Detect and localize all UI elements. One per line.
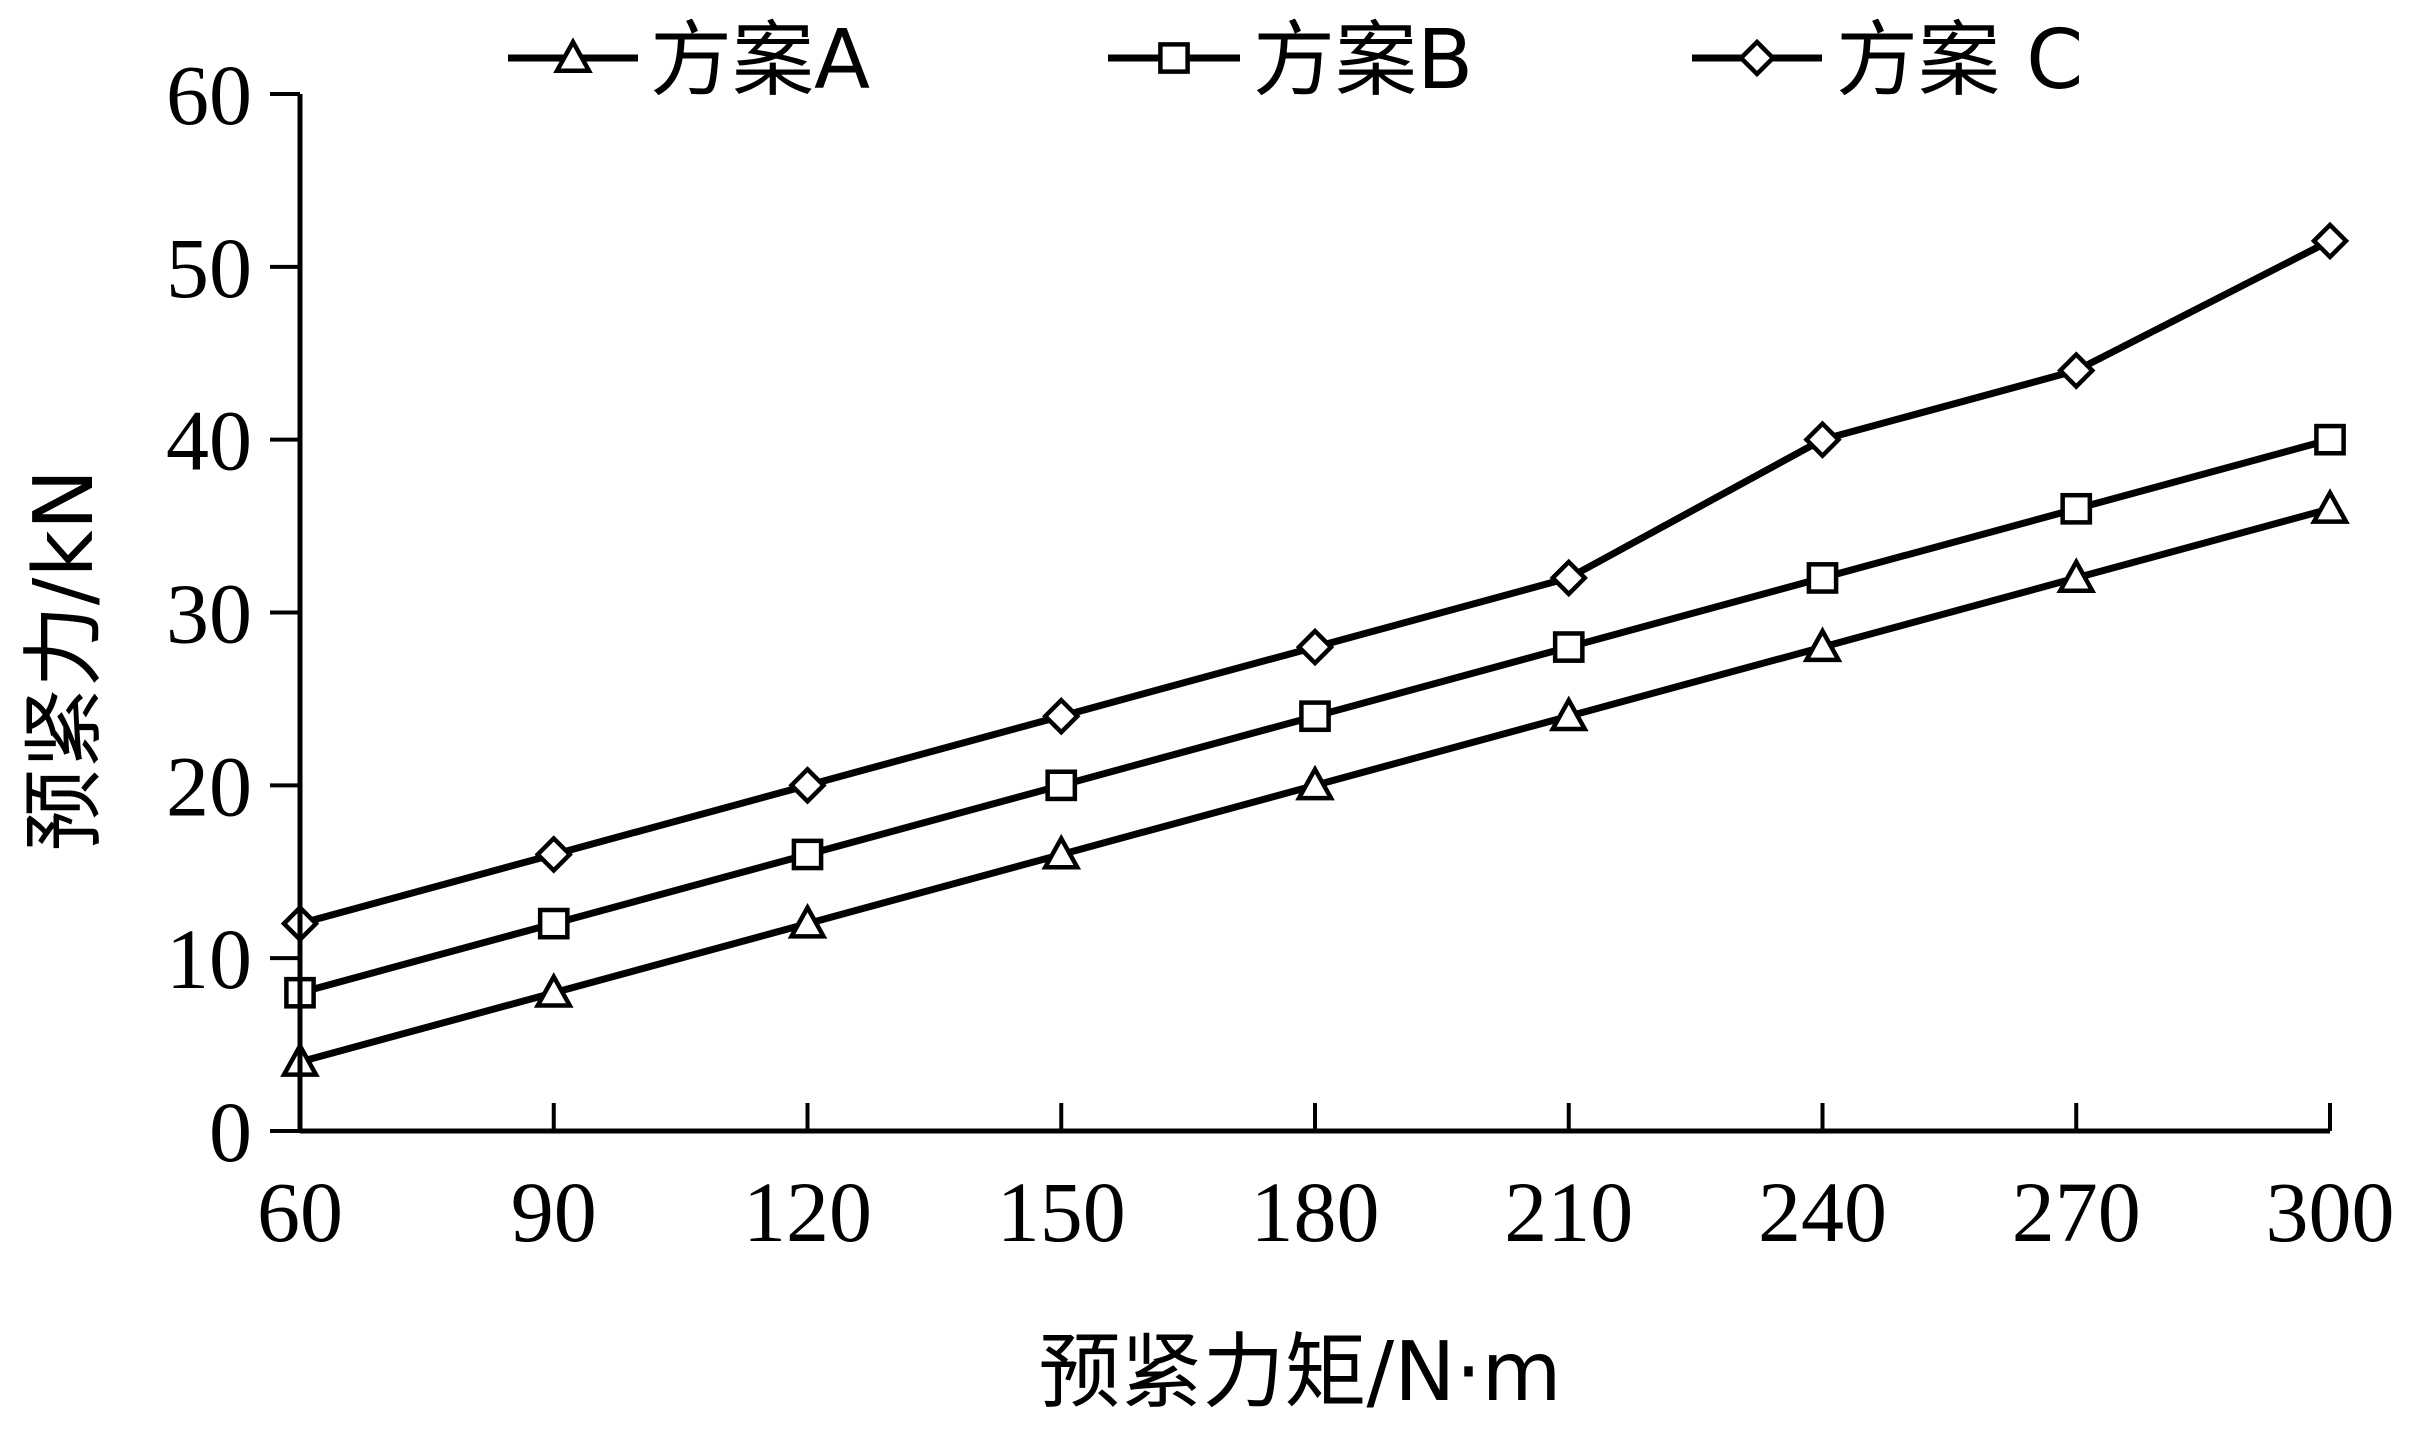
- legend-item-diamond: 方案 C: [1692, 13, 2083, 108]
- legend-item-square: 方案B: [1108, 13, 1473, 108]
- data-point-diamond: [1549, 558, 1588, 598]
- legend-label: 方案B: [1253, 13, 1473, 108]
- data-point-diamond: [788, 766, 827, 805]
- data-point-square: [1552, 631, 1585, 663]
- legend-marker-triangle: [553, 37, 593, 74]
- x-tick-label: 300: [2266, 1164, 2395, 1260]
- data-point-square: [1045, 769, 1078, 802]
- data-point-triangle: [1041, 833, 1082, 870]
- y-tick-label: 50: [166, 220, 252, 316]
- y-tick-label: 30: [166, 566, 252, 662]
- data-point-square: [1299, 700, 1331, 733]
- series-layer: [280, 221, 2350, 1077]
- data-point-diamond: [534, 835, 573, 874]
- legend: 方案A 方案B 方案 C: [508, 13, 2083, 108]
- series-triangle: [280, 488, 2350, 1077]
- data-point-diamond: [1042, 697, 1081, 736]
- x-tick-label: 90: [511, 1164, 597, 1260]
- y-tick-label: 10: [166, 911, 252, 1007]
- legend-marker-diamond: [1737, 38, 1777, 78]
- data-point-square: [2314, 423, 2346, 456]
- y-tick-label: 40: [166, 393, 252, 489]
- data-point-triangle: [787, 902, 828, 939]
- x-tick-label: 180: [1251, 1164, 1380, 1260]
- data-point-diamond: [2310, 221, 2350, 261]
- data-point-triangle: [1548, 695, 1589, 732]
- data-point-diamond: [1295, 627, 1335, 667]
- data-point-square: [791, 838, 824, 871]
- y-tick-label: 0: [209, 1084, 252, 1180]
- data-point-square: [1806, 562, 1839, 594]
- x-tick-label: 60: [257, 1164, 343, 1260]
- legend-label: 方案 C: [1836, 13, 2083, 108]
- data-point-diamond: [1803, 420, 1842, 459]
- data-point-triangle: [2056, 557, 2097, 593]
- series-line-diamond: [299, 237, 2332, 927]
- data-point-triangle: [1295, 764, 1335, 801]
- y-axis-title: 预紧力/kN: [17, 469, 112, 851]
- x-tick-label: 150: [997, 1164, 1126, 1260]
- y-tick-label: 20: [166, 738, 252, 834]
- x-tick-label: 240: [1758, 1164, 1887, 1260]
- series-diamond: [280, 221, 2350, 943]
- legend-item-triangle: 方案A: [508, 13, 870, 108]
- x-tick-label: 210: [1504, 1164, 1633, 1260]
- data-point-triangle: [2310, 488, 2350, 524]
- data-point-triangle: [533, 972, 574, 1008]
- y-tick-label: 60: [166, 47, 252, 143]
- ticks-layer: 0 10 20 30 40 50 60 60 90 120 150 180 210 240 270 300: [166, 47, 2395, 1260]
- x-tick-label: 120: [743, 1164, 872, 1260]
- legend-label: 方案A: [650, 13, 870, 108]
- data-point-diamond: [2057, 351, 2096, 390]
- x-tick-label: 270: [2012, 1164, 2141, 1260]
- data-point-triangle: [1802, 626, 1843, 663]
- data-point-square: [537, 907, 570, 940]
- data-point-square: [2060, 492, 2093, 525]
- series-square: [284, 423, 2346, 1009]
- x-axis-title: 预紧力矩/N·m: [1039, 1325, 1562, 1420]
- legend-marker-square: [1158, 42, 1190, 74]
